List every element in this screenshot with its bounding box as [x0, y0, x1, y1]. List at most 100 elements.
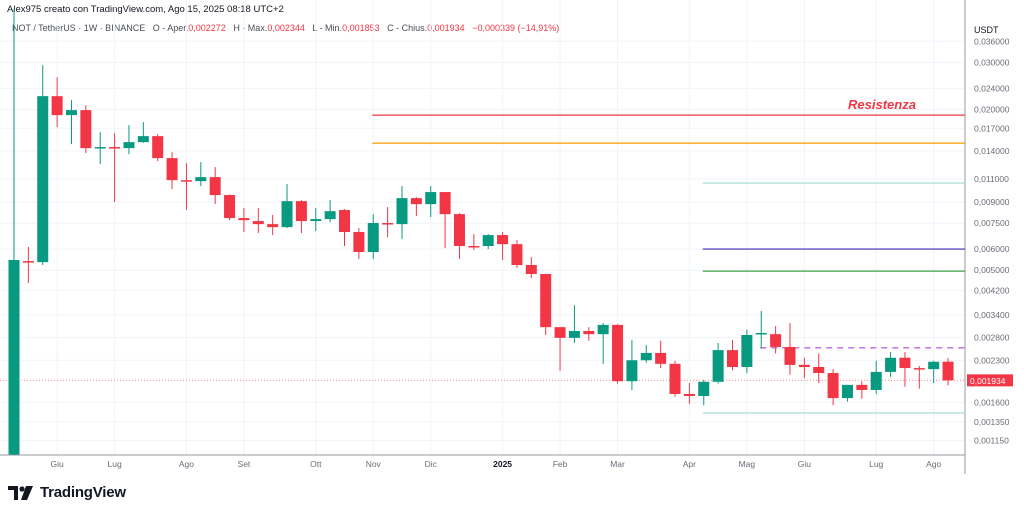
candle-body	[137, 136, 149, 143]
y-tick-label: 0,006000	[974, 244, 1010, 254]
candle-body	[841, 384, 853, 399]
candle-body	[798, 364, 810, 368]
x-tick-label: Apr	[683, 459, 696, 469]
x-tick-label: Ago	[179, 459, 194, 469]
y-tick-label: 0,036000	[974, 36, 1010, 46]
high-label: H - Max.	[233, 23, 268, 33]
candle-body	[525, 264, 537, 274]
x-tick-label: Dic	[425, 459, 438, 469]
candle-body	[698, 381, 710, 396]
candle-body	[324, 211, 336, 220]
chart-caption: Alex975 creato con TradingView.com, Ago …	[7, 4, 284, 15]
y-tick-label: 0,014000	[974, 146, 1010, 156]
low-value: 0,001853	[342, 23, 380, 33]
x-tick-label: Mag	[739, 459, 756, 469]
candle-body	[928, 361, 940, 370]
candle-body	[382, 223, 394, 225]
candle-body	[396, 198, 408, 225]
y-tick-label: 0,001600	[974, 397, 1010, 407]
y-tick-label: 0,005000	[974, 265, 1010, 275]
close-value: 0,001934	[427, 23, 465, 33]
candle-body	[238, 218, 250, 221]
candle-body	[712, 350, 724, 382]
candle-body	[195, 177, 207, 182]
candle-body	[669, 363, 681, 394]
candle-body	[267, 224, 279, 228]
candle-body	[655, 352, 667, 364]
candle-body	[310, 219, 322, 222]
high-value: 0,002344	[267, 23, 305, 33]
open-label: O - Aper.	[152, 23, 189, 33]
candle-body	[741, 334, 753, 368]
candle-body	[942, 361, 954, 381]
candle-body	[65, 110, 77, 116]
y-tick-label: 0,030000	[974, 57, 1010, 67]
x-tick-label: Feb	[553, 459, 568, 469]
candle-body	[827, 373, 839, 399]
candle-body	[94, 147, 106, 149]
y-tick-label: 0,001350	[974, 417, 1010, 427]
candle-body	[425, 192, 437, 205]
candle-body	[540, 273, 552, 328]
candle-body	[224, 195, 236, 219]
candle-body	[597, 324, 609, 335]
candle-body	[367, 223, 379, 253]
y-tick-label: 0,001150	[974, 436, 1009, 446]
change-value: −0,000339 (−14,91%)	[472, 23, 560, 33]
candle-body	[339, 210, 351, 233]
candle-body	[109, 147, 121, 149]
last-price-label: 0,001934	[970, 376, 1006, 386]
candle-body	[770, 334, 782, 347]
candle-body	[482, 235, 494, 247]
y-tick-label: 0,017000	[974, 123, 1010, 133]
x-tick-label: Lug	[869, 459, 883, 469]
y-tick-label: 0,004200	[974, 285, 1010, 295]
candle-body	[784, 346, 796, 365]
symbol-label[interactable]: NOT / TetherUS · 1W · BINANCE	[12, 23, 146, 33]
candle-body	[870, 371, 882, 390]
candle-body	[453, 214, 465, 247]
candle-body	[899, 357, 911, 369]
x-tick-label: Ago	[926, 459, 941, 469]
last-price-badge	[967, 374, 1013, 387]
tradingview-logo[interactable]: TradingView	[8, 484, 126, 501]
candle-body	[252, 221, 264, 225]
candle-body	[497, 235, 509, 245]
logo-text: TradingView	[40, 484, 126, 501]
x-tick-label: Giu	[50, 459, 64, 469]
candle-body	[180, 180, 192, 182]
candle-body	[583, 331, 595, 335]
candle-body	[439, 192, 451, 215]
x-tick-label: Mar	[610, 459, 625, 469]
candle-body	[813, 367, 825, 374]
y-tick-label: 0,024000	[974, 83, 1010, 93]
candle-body	[353, 232, 365, 253]
candle-body	[568, 331, 580, 338]
x-tick-label: Giu	[798, 459, 812, 469]
x-tick-label: Ott	[310, 459, 322, 469]
candle-body	[755, 332, 767, 335]
x-tick-label: 2025	[493, 459, 512, 469]
candle-body	[511, 244, 523, 265]
y-tick-label: 0,007500	[974, 218, 1010, 228]
candle-body	[123, 142, 135, 149]
candle-body	[281, 201, 293, 228]
candle-body	[166, 158, 178, 181]
x-tick-label: Lug	[107, 459, 121, 469]
candle-body	[410, 198, 422, 205]
candle-body	[856, 384, 868, 390]
candle-body	[612, 324, 624, 382]
candle-body	[554, 327, 566, 338]
y-tick-label: 0,002800	[974, 332, 1010, 342]
candle-body	[22, 261, 34, 263]
x-tick-label: Set	[238, 459, 251, 469]
resistance-label: Resistenza	[848, 97, 916, 112]
y-tick-label: 0,003400	[974, 310, 1010, 320]
y-tick-label: 0,011000	[974, 174, 1009, 184]
candle-body	[209, 177, 221, 196]
currency-label: USDT	[974, 25, 999, 35]
candle-body	[640, 352, 652, 361]
y-tick-label: 0,020000	[974, 104, 1010, 114]
candle-body	[295, 201, 307, 222]
